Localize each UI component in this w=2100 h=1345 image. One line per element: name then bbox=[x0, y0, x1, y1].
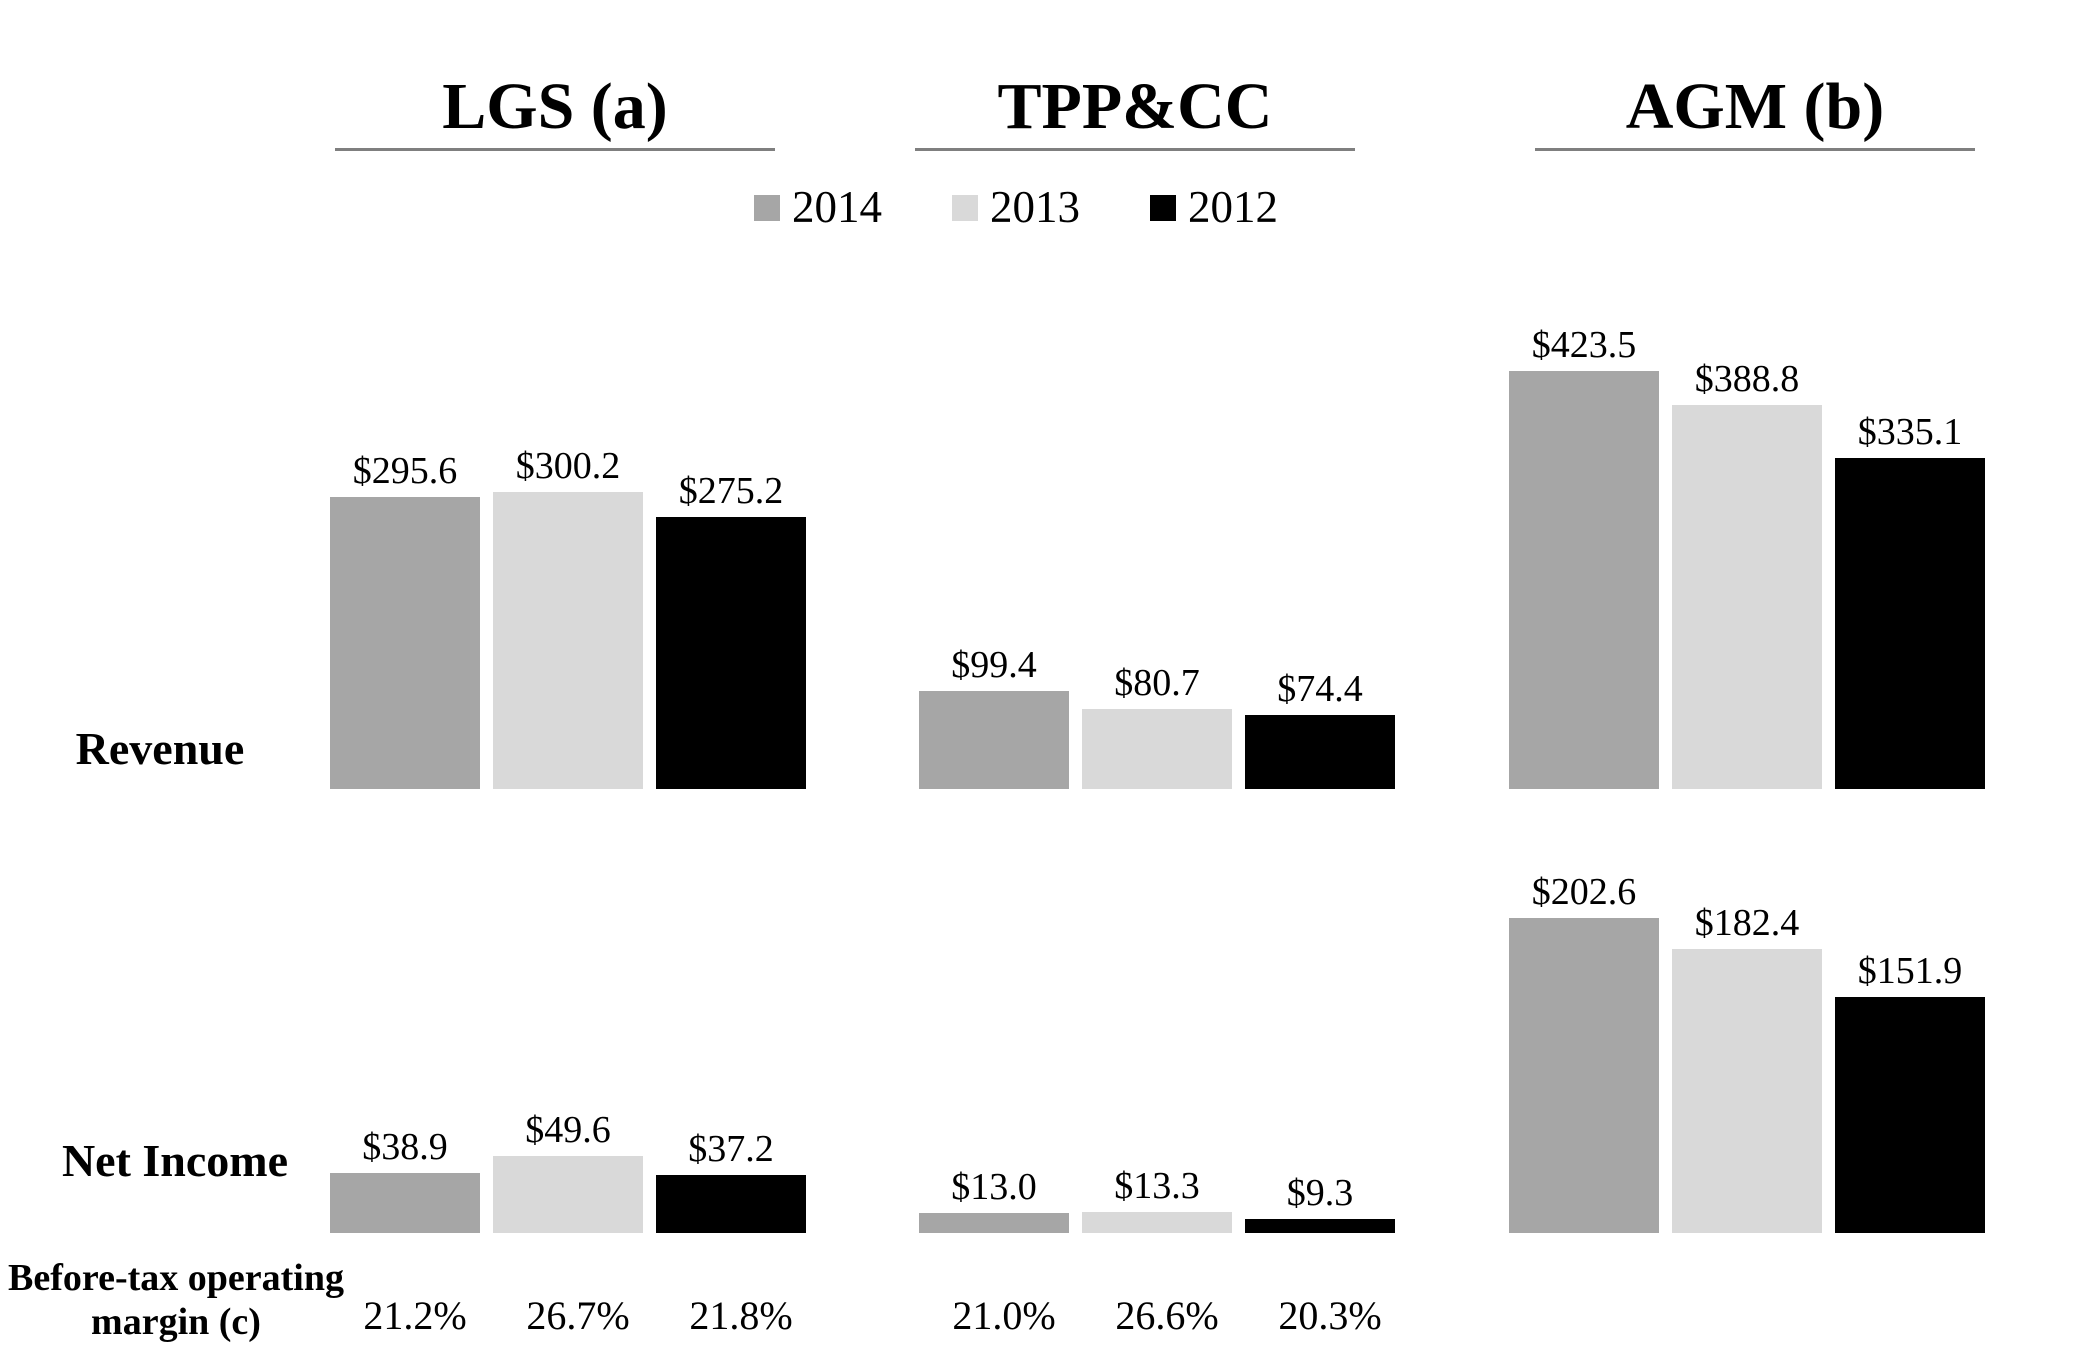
legend-swatch-2012-icon bbox=[1150, 194, 1176, 221]
bar-net_income-tpp-cc-2014 bbox=[919, 1213, 1069, 1233]
legend-label-2014: 2014 bbox=[792, 182, 882, 232]
bar-net_income-lgs-a-2013 bbox=[493, 1156, 643, 1233]
legend-label-2012: 2012 bbox=[1188, 182, 1278, 232]
bar-revenue-agm-b-2013 bbox=[1672, 405, 1822, 789]
group-header-lgs: LGS (a) bbox=[335, 74, 775, 151]
value-label-revenue-tpp-cc-2014: $99.4 bbox=[951, 644, 1037, 686]
group-header-agm: AGM (b) bbox=[1535, 74, 1975, 151]
value-label-net_income-agm-b-2013: $182.4 bbox=[1694, 902, 1800, 944]
legend-label-2013: 2013 bbox=[990, 182, 1080, 232]
legend-item-2012: 2012 bbox=[1150, 185, 1278, 230]
row-label-net-income: Net Income bbox=[61, 1135, 289, 1186]
value-label-net_income-tpp-cc-2012: $9.3 bbox=[1286, 1172, 1354, 1214]
group-header-tppcc: TPP&CC bbox=[915, 74, 1355, 151]
bar-revenue-tpp-cc-2013 bbox=[1082, 709, 1232, 789]
legend-item-2013: 2013 bbox=[952, 185, 1080, 230]
value-label-net_income-agm-b-2012: $151.9 bbox=[1857, 950, 1963, 992]
bar-net_income-agm-b-2012 bbox=[1835, 997, 1985, 1233]
bar-revenue-lgs-a-2014 bbox=[330, 497, 480, 789]
bar-revenue-tpp-cc-2014 bbox=[919, 691, 1069, 789]
value-label-net_income-tpp-cc-2014: $13.0 bbox=[951, 1166, 1037, 1208]
value-label-net_income-lgs-a-2012: $37.2 bbox=[688, 1128, 774, 1170]
margin-label-line2: margin (c) bbox=[91, 1301, 261, 1344]
value-label-revenue-tpp-cc-2012: $74.4 bbox=[1277, 668, 1363, 710]
value-label-revenue-lgs-a-2013: $300.2 bbox=[515, 445, 621, 487]
legend-swatch-2014-icon bbox=[754, 194, 780, 221]
margin-value-tpp-cc-2014: 21.0% bbox=[952, 1293, 1056, 1338]
row-label-before-tax-operating-margin: Before-tax operating margin (c) bbox=[0, 1256, 352, 1344]
value-label-revenue-lgs-a-2014: $295.6 bbox=[352, 450, 458, 492]
bar-revenue-agm-b-2012 bbox=[1835, 458, 1985, 789]
bar-net_income-lgs-a-2014 bbox=[330, 1173, 480, 1233]
bar-net_income-agm-b-2013 bbox=[1672, 949, 1822, 1233]
margin-value-lgs-a-2014: 21.2% bbox=[363, 1293, 467, 1338]
legend-swatch-2013-icon bbox=[952, 194, 978, 221]
bar-net_income-tpp-cc-2013 bbox=[1082, 1212, 1232, 1233]
value-label-net_income-agm-b-2014: $202.6 bbox=[1531, 871, 1637, 913]
margin-value-tpp-cc-2012: 20.3% bbox=[1278, 1293, 1382, 1338]
value-label-revenue-lgs-a-2012: $275.2 bbox=[678, 470, 784, 512]
bar-net_income-tpp-cc-2012 bbox=[1245, 1219, 1395, 1233]
value-label-revenue-agm-b-2012: $335.1 bbox=[1857, 411, 1963, 453]
margin-value-tpp-cc-2013: 26.6% bbox=[1115, 1293, 1219, 1338]
value-label-net_income-lgs-a-2014: $38.9 bbox=[362, 1126, 448, 1168]
bar-revenue-lgs-a-2013 bbox=[493, 492, 643, 789]
bar-revenue-tpp-cc-2012 bbox=[1245, 715, 1395, 789]
margin-label-line1: Before-tax operating bbox=[8, 1257, 344, 1299]
bar-net_income-agm-b-2014 bbox=[1509, 918, 1659, 1233]
bar-revenue-lgs-a-2012 bbox=[656, 517, 806, 789]
bar-net_income-lgs-a-2012 bbox=[656, 1175, 806, 1233]
row-label-revenue: Revenue bbox=[75, 723, 245, 774]
legend-item-2014: 2014 bbox=[754, 185, 882, 230]
value-label-revenue-tpp-cc-2013: $80.7 bbox=[1114, 662, 1200, 704]
margin-value-lgs-a-2013: 26.7% bbox=[526, 1293, 630, 1338]
value-label-revenue-agm-b-2013: $388.8 bbox=[1694, 358, 1800, 400]
margin-value-lgs-a-2012: 21.8% bbox=[689, 1293, 793, 1338]
legend: 2014 2013 2012 bbox=[0, 185, 2032, 230]
value-label-net_income-lgs-a-2013: $49.6 bbox=[525, 1109, 611, 1151]
value-label-net_income-tpp-cc-2013: $13.3 bbox=[1114, 1165, 1200, 1207]
bar-revenue-agm-b-2014 bbox=[1509, 371, 1659, 789]
value-label-revenue-agm-b-2014: $423.5 bbox=[1531, 324, 1637, 366]
